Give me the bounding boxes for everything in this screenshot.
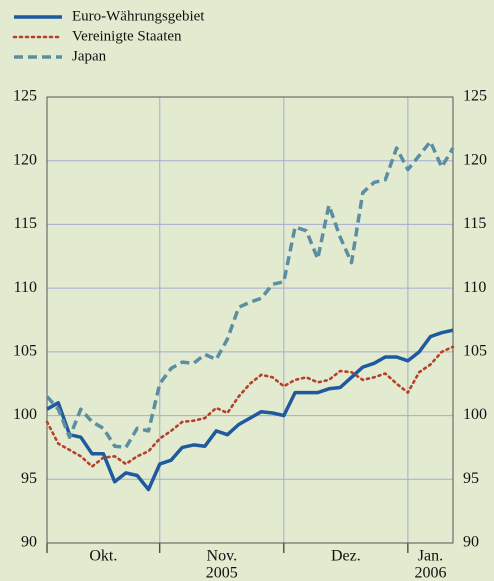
y-tick-label: 105 <box>13 343 37 360</box>
legend-label: Euro-Währungsgebiet <box>72 8 205 24</box>
y-tick-label: 120 <box>13 151 37 168</box>
series-line <box>45 345 455 468</box>
y2-tick-label: 95 <box>463 470 479 487</box>
plot-frame <box>46 96 454 544</box>
legend-label: Vereinigte Staaten <box>72 28 182 44</box>
legend-label: Japan <box>72 48 107 64</box>
x-tick-label: Jan. <box>418 548 443 565</box>
y2-tick-label: 90 <box>463 534 479 551</box>
series-line <box>46 328 454 492</box>
y-tick-label: 100 <box>13 406 37 423</box>
y-tick-label: 125 <box>13 88 37 105</box>
y-tick-label: 95 <box>21 470 37 487</box>
y2-tick-label: 125 <box>463 88 487 105</box>
x-tick-label: Dez. <box>331 548 361 565</box>
y2-tick-label: 110 <box>463 279 486 296</box>
y2-tick-label: 100 <box>463 406 487 423</box>
x-tick-sublabel: 2005 <box>206 565 238 581</box>
x-tick-label: Nov. <box>207 548 238 565</box>
y-tick-label: 110 <box>14 279 37 296</box>
y2-tick-label: 105 <box>463 343 487 360</box>
y-tick-label: 90 <box>21 534 37 551</box>
y2-tick-label: 120 <box>463 151 487 168</box>
y-tick-label: 115 <box>14 215 37 232</box>
x-tick-label: Okt. <box>89 548 117 565</box>
series-line <box>45 139 455 450</box>
x-tick-sublabel: 2006 <box>414 565 446 581</box>
y2-tick-label: 115 <box>463 215 486 232</box>
